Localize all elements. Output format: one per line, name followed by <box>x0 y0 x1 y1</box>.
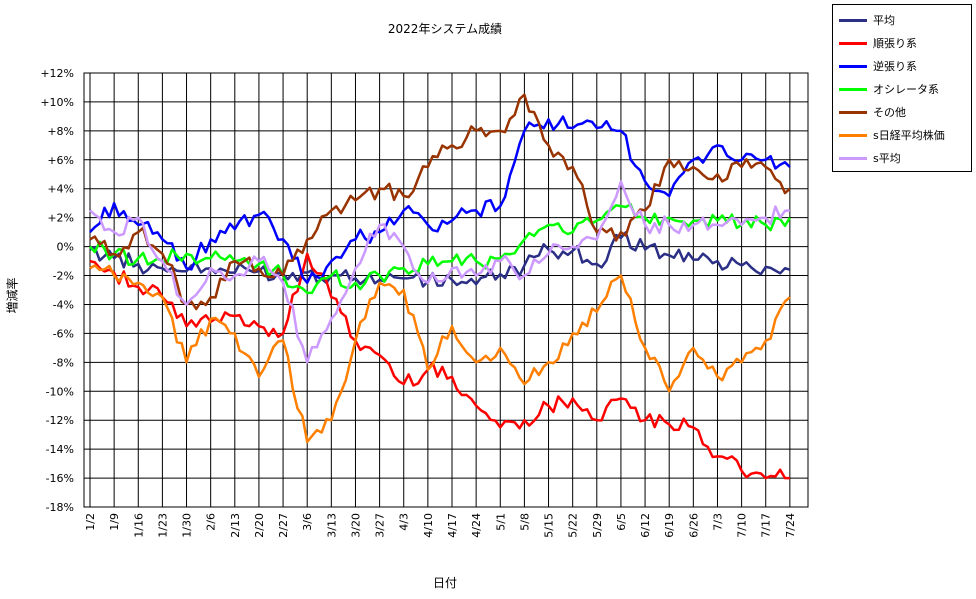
x-axis-label: 日付 <box>432 576 457 590</box>
x-tick-label: 1/23 <box>156 513 169 538</box>
series-line-3 <box>89 203 791 295</box>
x-tick-label: 6/26 <box>687 513 700 538</box>
legend-swatch <box>839 87 867 91</box>
grid-lines <box>84 72 808 508</box>
series-line-0 <box>89 231 791 288</box>
x-tick-label: 7/17 <box>760 513 773 538</box>
legend-item: 逆張り系 <box>839 58 917 74</box>
legend-item: 平均 <box>839 12 895 28</box>
x-tick-label: 7/24 <box>784 513 797 538</box>
y-tick-label: -4% <box>53 298 74 311</box>
series-line-5 <box>89 264 791 444</box>
y-tick-label: -16% <box>46 472 74 485</box>
legend-item: その他 <box>839 104 906 120</box>
x-tick-label: 3/13 <box>325 513 338 538</box>
y-tick-label: -18% <box>46 501 74 514</box>
x-tick-label: 3/6 <box>301 513 314 531</box>
legend: 平均順張り系逆張り系オシレータ系 その他 s日経平均株価 s平均 <box>832 4 972 172</box>
legend-item: s平均 <box>839 150 901 166</box>
x-tick-label: 5/22 <box>567 513 580 538</box>
y-axis-label: 増減率 <box>5 277 20 314</box>
y-tick-label: -8% <box>53 356 74 369</box>
legend-item: s日経平均株価 <box>839 127 945 143</box>
x-tick-label: 3/27 <box>374 513 387 538</box>
x-tick-label: 7/10 <box>736 513 749 538</box>
y-tick-label: +10% <box>40 96 74 109</box>
chart-title: 2022年システム成績 <box>387 22 503 36</box>
x-tick-labels: 1/2 1/9 1/16 1/23 1/30 2/6 2/13 2/20 2/27 3/6 3/13… <box>84 513 797 538</box>
y-tick-label: +6% <box>47 154 74 167</box>
series-line-2 <box>89 115 791 285</box>
x-tick-label: 5/15 <box>543 513 556 538</box>
x-tick-label: 2/20 <box>253 513 266 538</box>
plot-area <box>83 72 809 508</box>
y-tick-label: 0% <box>57 241 74 254</box>
legend-swatch <box>839 156 867 160</box>
x-tick-label: 3/20 <box>349 513 362 538</box>
x-tick-label: 4/17 <box>446 513 459 538</box>
series-line-1 <box>89 252 790 480</box>
x-tick-label: 1/2 <box>84 513 97 531</box>
legend-label: 平均 <box>873 14 895 27</box>
legend-swatch <box>839 41 867 45</box>
y-tick-label: +2% <box>47 212 74 225</box>
x-tick-label: 5/1 <box>494 513 507 531</box>
legend-swatch <box>839 133 867 137</box>
x-tick-label: 5/29 <box>591 513 604 538</box>
y-tick-label: -10% <box>46 385 74 398</box>
x-tick-label: 1/9 <box>108 513 121 531</box>
legend-label: 順張り系 <box>873 37 917 50</box>
x-tick-label: 1/16 <box>132 513 145 538</box>
legend-item: 順張り系 <box>839 35 917 51</box>
x-tick-label: 1/30 <box>181 513 194 538</box>
y-tick-label: +12% <box>40 67 74 80</box>
y-tick-label: +4% <box>47 183 74 196</box>
y-tick-label: -14% <box>46 443 74 456</box>
legend-swatch <box>839 64 867 68</box>
y-tick-labels: -18% -16% -14% -12% -10% -8% -6% -4% -2% 0% +2% +4%… <box>40 67 74 514</box>
series-lines <box>89 93 791 480</box>
x-tick-label: 6/19 <box>663 513 676 538</box>
x-tick-label: 2/6 <box>205 513 218 531</box>
x-tick-label: 6/12 <box>639 513 652 538</box>
legend-label: オシレータ系 <box>873 83 939 96</box>
x-tick-label: 2/27 <box>277 513 290 538</box>
legend-label: s平均 <box>873 152 901 165</box>
y-tick-label: -12% <box>46 414 74 427</box>
y-tick-label: -2% <box>53 270 74 283</box>
series-line-4 <box>89 93 791 311</box>
legend-item: オシレータ系 <box>839 81 939 97</box>
x-tick-label: 4/10 <box>422 513 435 538</box>
x-tick-label: 6/5 <box>615 513 628 531</box>
legend-swatch <box>839 110 867 114</box>
y-tick-label: +8% <box>47 125 74 138</box>
legend-label: その他 <box>873 106 906 119</box>
legend-label: s日経平均株価 <box>873 129 945 142</box>
x-tick-label: 7/3 <box>711 513 724 531</box>
x-tick-label: 4/24 <box>470 513 483 538</box>
legend-label: 逆張り系 <box>873 60 917 73</box>
x-tick-label: 4/3 <box>398 513 411 531</box>
legend-swatch <box>839 18 867 22</box>
y-tick-label: -6% <box>53 327 74 340</box>
x-tick-label: 5/8 <box>518 513 531 531</box>
series-line-6 <box>89 180 791 364</box>
x-tick-label: 2/13 <box>229 513 242 538</box>
